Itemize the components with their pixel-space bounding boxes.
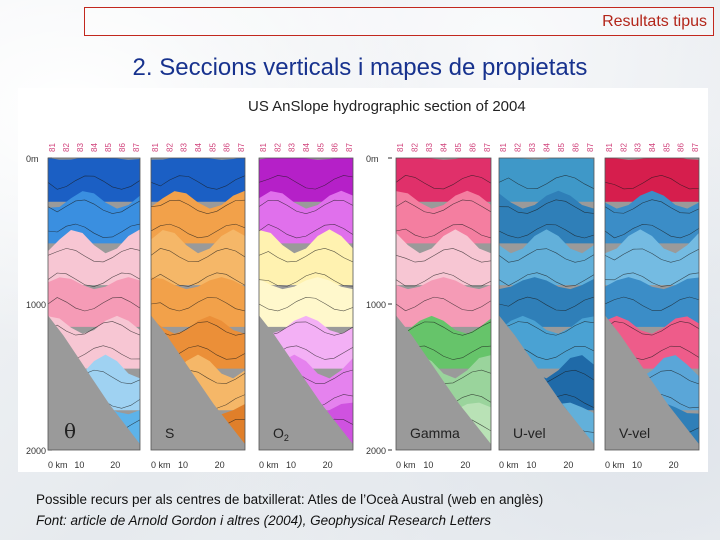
depth-label: 1000: [366, 300, 386, 310]
station-label: 81: [259, 143, 268, 152]
station-label: 83: [180, 143, 189, 152]
section-panel: 81 82 83 84 85 86 87 0 km 10 20 V-vel: [604, 143, 700, 470]
caption-resource: Possible recurs per als centres de batxi…: [36, 492, 544, 507]
depth-label: 0m: [26, 154, 39, 164]
station-label: 87: [691, 143, 700, 152]
depth-label: 0m: [366, 154, 379, 164]
distance-label: 10: [632, 460, 642, 470]
station-label: 81: [605, 143, 614, 152]
header-title: Resultats tipus: [602, 13, 707, 30]
section-panel: 81 82 83 84 85 86 87 0 km 10 20 Gamma: [395, 143, 492, 470]
panel-label: θ: [64, 419, 76, 443]
station-label: 87: [586, 143, 595, 152]
station-label: 85: [454, 143, 463, 152]
station-label: 85: [208, 143, 217, 152]
caption-source: Font: article de Arnold Gordon i altres …: [36, 513, 491, 528]
distance-label: 10: [178, 460, 188, 470]
distance-label: 0 km: [151, 460, 171, 470]
depth-label: 2000: [366, 446, 386, 456]
station-label: 85: [316, 143, 325, 152]
station-label: 87: [345, 143, 354, 152]
distance-label: 0 km: [259, 460, 279, 470]
distance-label: 20: [323, 460, 333, 470]
distance-label: 20: [563, 460, 573, 470]
station-label: 87: [237, 143, 246, 152]
distance-label: 10: [286, 460, 296, 470]
station-label: 83: [528, 143, 537, 152]
station-label: 85: [662, 143, 671, 152]
station-label: 83: [634, 143, 643, 152]
station-label: 81: [499, 143, 508, 152]
distance-label: 0 km: [499, 460, 519, 470]
station-label: 86: [118, 143, 127, 152]
station-label: 86: [223, 143, 232, 152]
distance-label: 0 km: [396, 460, 416, 470]
station-label: 86: [469, 143, 478, 152]
station-label: 85: [557, 143, 566, 152]
station-label: 82: [411, 143, 420, 152]
page-title: 2. Seccions verticals i mapes de propiet…: [132, 54, 588, 81]
station-label: 81: [151, 143, 160, 152]
panel-label: V-vel: [619, 425, 650, 441]
hydrographic-section-figure: US AnSlope hydrographic section of 2004 …: [18, 88, 708, 472]
station-label: 81: [48, 143, 57, 152]
station-label: 84: [543, 143, 552, 152]
station-label: 82: [619, 143, 628, 152]
section-panel: 81 82 83 84 85 86 87 0 km 10 20 U-vel: [498, 143, 595, 470]
header-bar: Resultats tipus: [84, 7, 714, 36]
station-label: 84: [90, 143, 99, 152]
distance-label: 20: [669, 460, 679, 470]
depth-label: 2000: [26, 446, 46, 456]
distance-label: 20: [460, 460, 470, 470]
station-label: 84: [194, 143, 203, 152]
station-label: 86: [331, 143, 340, 152]
distance-label: 0 km: [605, 460, 625, 470]
station-label: 82: [165, 143, 174, 152]
station-label: 82: [273, 143, 282, 152]
figure-title: US AnSlope hydrographic section of 2004: [248, 98, 526, 115]
station-label: 86: [677, 143, 686, 152]
distance-label: 20: [110, 460, 120, 470]
distance-label: 0 km: [48, 460, 68, 470]
station-label: 87: [132, 143, 141, 152]
panel-label: U-vel: [513, 425, 546, 441]
station-label: 87: [483, 143, 492, 152]
station-label: 84: [440, 143, 449, 152]
caption: Possible recurs per als centres de batxi…: [36, 489, 543, 531]
station-label: 86: [572, 143, 581, 152]
station-label: 84: [302, 143, 311, 152]
panel-label: S: [165, 425, 174, 441]
section-panel: 81 82 83 84 85 86 87 0 km 10 20 S: [150, 143, 246, 470]
distance-label: 20: [215, 460, 225, 470]
panel-label: Gamma: [410, 425, 460, 441]
station-label: 84: [648, 143, 657, 152]
station-label: 83: [288, 143, 297, 152]
station-label: 81: [396, 143, 405, 152]
distance-label: 10: [526, 460, 536, 470]
station-label: 82: [62, 143, 71, 152]
distance-label: 10: [74, 460, 84, 470]
section-panel: 81 82 83 84 85 86 87 0 km 10 20 θ: [47, 143, 141, 470]
distance-label: 10: [423, 460, 433, 470]
station-label: 85: [104, 143, 113, 152]
station-label: 83: [425, 143, 434, 152]
station-label: 82: [514, 143, 523, 152]
depth-label: 1000: [26, 300, 46, 310]
station-label: 83: [76, 143, 85, 152]
